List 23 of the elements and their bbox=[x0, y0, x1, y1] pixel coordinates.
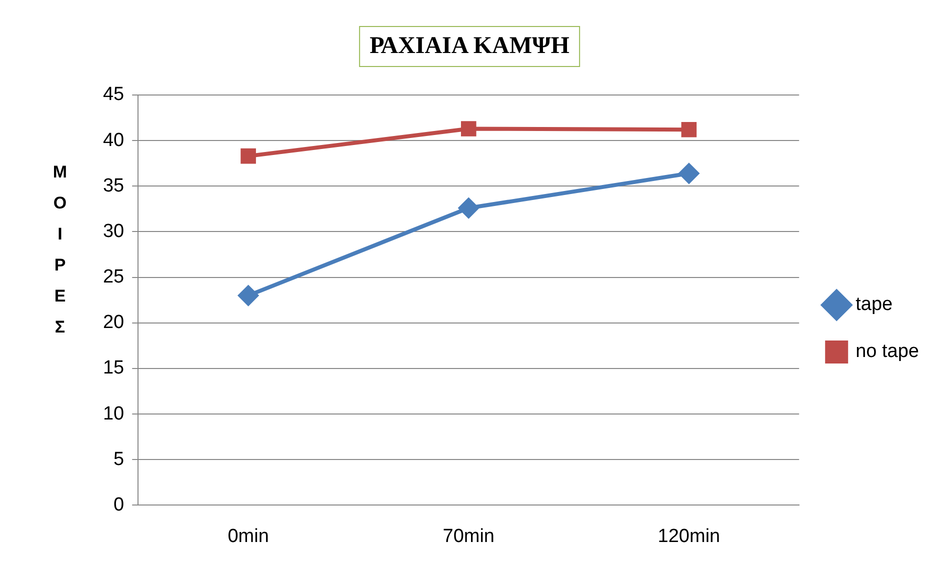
y-tick-label: 35 bbox=[102, 175, 124, 196]
y-axis-title: ΜΟΙΡΕΣ bbox=[52, 162, 68, 336]
y-tick-label: 20 bbox=[102, 312, 124, 334]
chart-title: ΡΑΧΙΑΙΑ ΚΑΜΨΗ bbox=[358, 26, 580, 67]
x-tick-label: 0min bbox=[228, 526, 269, 547]
point bbox=[460, 121, 476, 136]
point bbox=[238, 286, 258, 306]
y-tick-label: 40 bbox=[102, 130, 124, 151]
legend-label: no tape bbox=[856, 341, 920, 362]
point bbox=[240, 148, 256, 164]
point bbox=[678, 163, 699, 184]
y-tick-label: 5 bbox=[114, 448, 124, 470]
y-tick-label: 15 bbox=[102, 358, 124, 379]
y-tick-label: 0 bbox=[114, 494, 124, 516]
x-tick-label: 120min bbox=[658, 526, 720, 547]
point bbox=[458, 198, 479, 218]
x-tick-label: 70min bbox=[442, 526, 494, 547]
y-tick-label: 25 bbox=[102, 266, 124, 288]
y-tick-label: 30 bbox=[102, 220, 124, 242]
y-tick-label: 45 bbox=[102, 84, 124, 106]
point bbox=[681, 122, 697, 138]
legend-label: tape bbox=[856, 294, 893, 316]
y-tick-label: 10 bbox=[102, 403, 124, 424]
